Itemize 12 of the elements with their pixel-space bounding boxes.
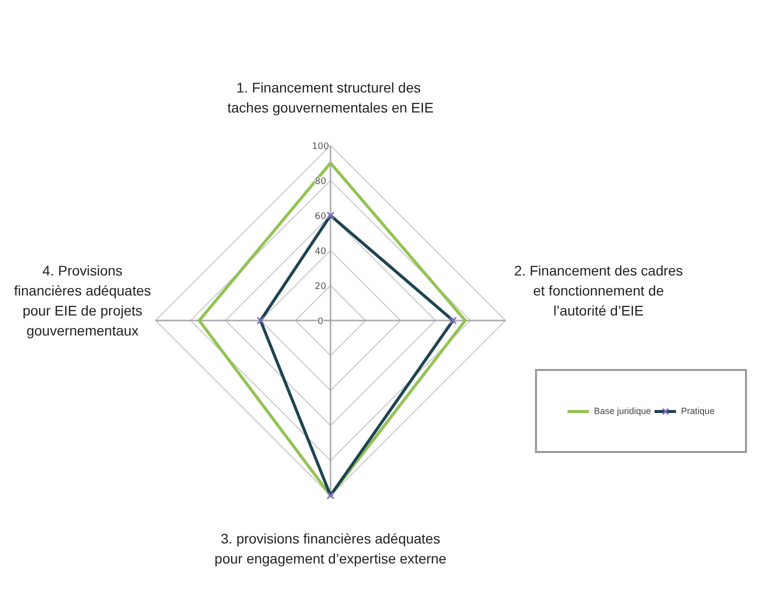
y-tick-label: 20 bbox=[314, 282, 326, 292]
y-tick-label: 60 bbox=[314, 212, 326, 222]
legend-label: Base juridique bbox=[594, 406, 652, 416]
spoke-label: 2. Financement des cadres et fonctionnement de l’autorité d’EIE bbox=[514, 262, 683, 318]
y-tick-label: 100 bbox=[312, 142, 330, 152]
y-tick-label: 80 bbox=[314, 177, 326, 187]
spoke-label: 3. provisions financières adéquates pour engagement d’expertise externe bbox=[214, 530, 447, 566]
spoke-label: 4. Provisions financières adéquates pour EIE de projets gouvernementaux bbox=[14, 262, 152, 338]
legend-label: Pratique bbox=[681, 406, 715, 416]
spoke-label: 1. Financement structurel des taches gouvernementales en EIE bbox=[227, 80, 434, 116]
y-tick-label: 40 bbox=[314, 247, 326, 257]
y-tick-label: 0 bbox=[318, 317, 324, 327]
